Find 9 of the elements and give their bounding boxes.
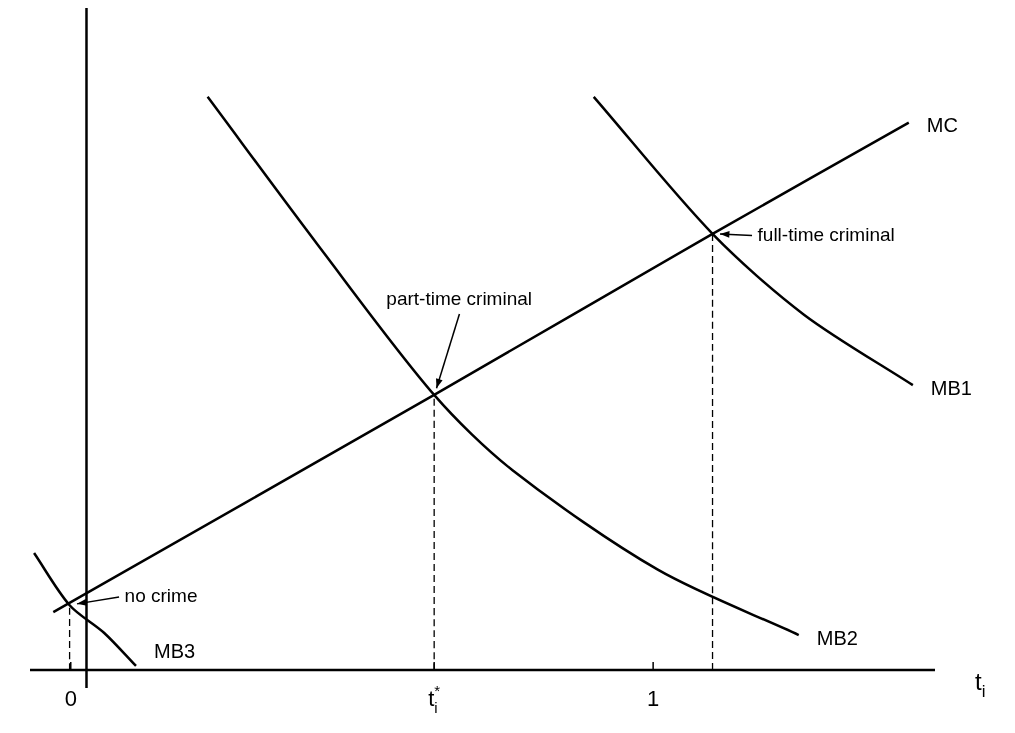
series-label: MB3 bbox=[153, 639, 196, 662]
annotation: part-time criminal bbox=[386, 288, 533, 310]
x-tick-label: 1 bbox=[647, 686, 660, 711]
series-label: MB1 bbox=[930, 376, 972, 399]
series-label: MC bbox=[926, 114, 958, 137]
annotation: no crime bbox=[124, 585, 198, 607]
x-tick-label: 0 bbox=[64, 686, 77, 711]
annotation: full-time criminal bbox=[757, 224, 895, 246]
series-label: MB2 bbox=[816, 626, 858, 649]
